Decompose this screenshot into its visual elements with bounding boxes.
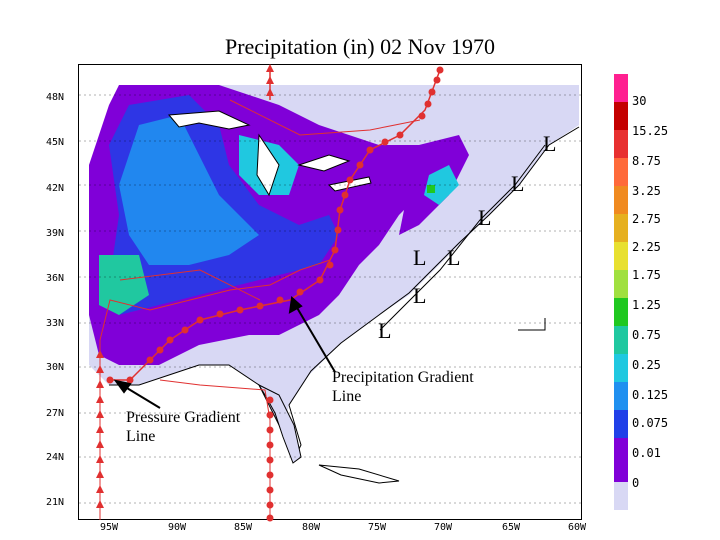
legend-swatch <box>614 130 628 158</box>
legend-swatch <box>614 186 628 214</box>
legend-swatch <box>614 410 628 438</box>
precip-0.25-northeast <box>424 165 459 205</box>
precip-gradient-line2: Line <box>332 388 362 405</box>
pressure-low-label: L <box>447 245 461 270</box>
pressure-low-label: L <box>378 318 392 343</box>
pressure-low-label: L <box>413 283 427 308</box>
lat-label-42n: 42N <box>46 183 65 194</box>
legend-label: 2.75 <box>632 212 661 226</box>
legend-swatch <box>614 74 628 102</box>
precipitation-map <box>79 85 581 504</box>
legend-label: 3.25 <box>632 184 661 198</box>
lat-label-33n: 33N <box>46 318 65 329</box>
legend-swatch <box>614 158 628 186</box>
lat-label-39n: 39N <box>46 228 65 239</box>
map-panel <box>78 64 582 520</box>
lon-label-70w: 70W <box>434 522 453 533</box>
pressure-gradient-annotation: Pressure Gradient Line <box>126 408 240 446</box>
legend-label: 0.25 <box>632 358 661 372</box>
cuba-island <box>318 464 400 484</box>
legend-label: 0.075 <box>632 416 669 430</box>
great-lakes <box>167 110 372 197</box>
legend-label: 2.25 <box>632 240 661 254</box>
lon-label-75w: 75W <box>368 522 387 533</box>
legend-swatch <box>614 482 628 510</box>
legend-label: 0 <box>632 476 640 490</box>
lat-label-24n: 24N <box>46 452 65 463</box>
lat-label-21n: 21N <box>46 497 65 508</box>
lat-label-30n: 30N <box>46 362 65 373</box>
lon-label-65w: 65W <box>502 522 521 533</box>
legend-label: 0.01 <box>632 446 661 460</box>
lat-label-48n: 48N <box>46 92 65 103</box>
front-dots <box>106 66 444 522</box>
legend-swatch <box>614 382 628 410</box>
coastline <box>109 126 580 463</box>
legend-label: 0.125 <box>632 388 669 402</box>
legend-colorbar <box>614 74 628 510</box>
pressure-low-label: L <box>478 205 492 230</box>
precip-gradient-annotation: Precipitation Gradient Line <box>332 368 474 406</box>
trough-line <box>379 144 546 331</box>
precip-1.25-spot <box>427 185 435 193</box>
legend-swatch <box>614 102 628 130</box>
pressure-gradient-front <box>99 99 421 520</box>
annotation-arrows <box>113 296 336 409</box>
legend-label: 0.75 <box>632 328 661 342</box>
lat-label-27n: 27N <box>46 408 65 419</box>
lon-label-85w: 85W <box>234 522 253 533</box>
pressure-low-label: L <box>511 171 525 196</box>
legend-label: 1.25 <box>632 298 661 312</box>
legend-swatch <box>614 242 628 270</box>
legend-label: 8.75 <box>632 154 661 168</box>
pressure-low-label: L <box>543 131 557 156</box>
lat-gridlines <box>79 94 581 504</box>
legend-label: 30 <box>632 94 647 108</box>
legend-swatch <box>614 214 628 242</box>
legend-label: 15.25 <box>632 124 669 138</box>
legend-swatch <box>614 270 628 298</box>
legend-swatch <box>614 298 628 326</box>
lon-label-60w: 60W <box>568 522 587 533</box>
pressure-gradient-line2: Line <box>126 428 156 445</box>
lon-label-80w: 80W <box>302 522 321 533</box>
lon-label-90w: 90W <box>168 522 187 533</box>
legend-swatch <box>614 326 628 354</box>
lat-label-45n: 45N <box>46 137 65 148</box>
map-title: Precipitation (in) 02 Nov 1970 <box>224 34 496 59</box>
lon-label-95w: 95W <box>100 522 119 533</box>
precip-gradient-line1: Precipitation Gradient <box>332 369 474 386</box>
legend-label: 1.75 <box>632 268 661 282</box>
legend-swatch <box>614 438 628 482</box>
legend-swatch <box>614 354 628 382</box>
lat-label-36n: 36N <box>46 273 65 284</box>
front-triangles <box>96 64 274 508</box>
pressure-low-label: L <box>413 245 427 270</box>
precip-0.125-area <box>119 115 259 265</box>
pressure-gradient-line1: Pressure Gradient <box>126 409 241 426</box>
